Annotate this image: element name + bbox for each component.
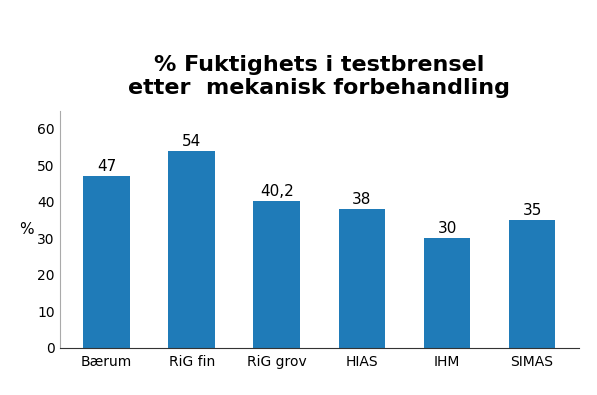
Bar	[168, 151, 215, 348]
Bar	[509, 220, 555, 348]
Bar	[84, 176, 130, 348]
Bar	[424, 238, 470, 348]
Title: % Fuktighets i testbrensel
etter  mekanisk forbehandling: % Fuktighets i testbrensel etter mekanis…	[128, 55, 510, 98]
Y-axis label: %: %	[19, 222, 33, 237]
Text: 35: 35	[522, 203, 541, 218]
Text: 54: 54	[182, 134, 201, 149]
Text: 40,2: 40,2	[260, 184, 294, 199]
Bar	[338, 209, 385, 348]
Bar	[254, 201, 300, 348]
Text: 47: 47	[97, 159, 116, 174]
Text: 30: 30	[438, 221, 457, 236]
Text: 38: 38	[352, 192, 371, 207]
